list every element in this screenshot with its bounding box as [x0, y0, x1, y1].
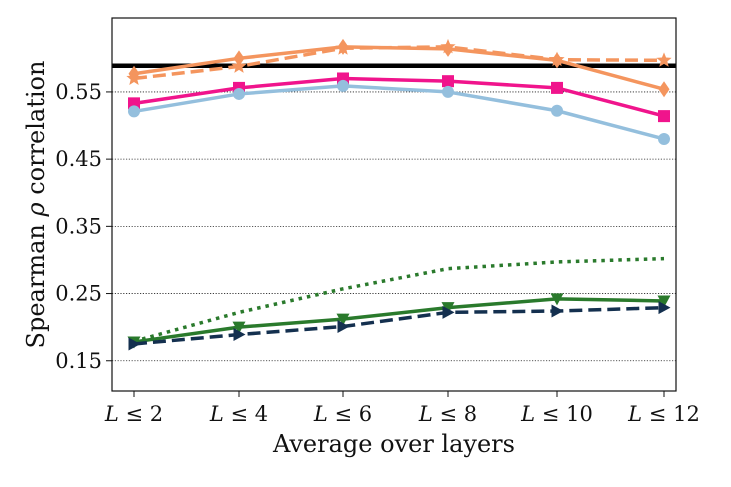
y-axis-title-part: correlation: [22, 61, 50, 203]
x-tick-op: ≤: [328, 402, 359, 426]
data-point-star: [656, 52, 672, 67]
y-axis-title-part: ρ: [22, 202, 50, 217]
x-tick-label: L ≤ 12: [627, 402, 700, 426]
data-point-triangle-right: [128, 337, 141, 351]
data-point-diamond: [233, 50, 245, 67]
plot-frame: [111, 17, 677, 392]
series-line: [133, 45, 665, 81]
data-point-triangle-down: [336, 313, 350, 326]
data-point-circle: [128, 105, 140, 118]
x-tick-var: L: [313, 402, 328, 426]
y-tick-label: 0.35: [55, 214, 102, 238]
x-tick-num: 12: [673, 402, 700, 426]
data-point-star: [231, 58, 247, 73]
series-line: [133, 45, 665, 91]
series-line: [133, 297, 665, 344]
x-tick-num: 8: [464, 402, 477, 426]
x-tick-var: L: [104, 402, 119, 426]
data-point-triangle-down: [550, 293, 564, 306]
data-point-diamond: [658, 81, 670, 98]
x-tick-num: 2: [150, 402, 163, 426]
data-point-triangle-down: [232, 321, 246, 334]
data-point-star: [440, 38, 456, 54]
x-tick-label: L ≤ 2: [104, 402, 163, 426]
y-tick-label: 0.45: [55, 147, 102, 171]
data-point-triangle-right: [442, 305, 455, 319]
data-point-circle: [551, 104, 563, 117]
data-point-square: [442, 75, 454, 88]
grid: [112, 91, 676, 362]
x-tick-label: L ≤ 8: [418, 402, 477, 426]
data-point-star: [549, 51, 565, 67]
data-point-triangle-right: [658, 301, 671, 315]
y-tick-label: 0.15: [55, 349, 102, 373]
y-axis-ticks: 0.15 0.25 0.35 0.45 0.55: [55, 80, 112, 373]
y-tick-label: 0.55: [55, 80, 102, 104]
x-tick-var: L: [520, 402, 535, 426]
series-line: [133, 305, 665, 346]
x-tick-label: L ≤ 4: [209, 402, 268, 426]
data-point-square: [658, 110, 670, 123]
series-orange-dashed-star: [126, 38, 672, 85]
x-tick-op: ≤: [535, 402, 566, 426]
x-tick-label: L ≤ 10: [520, 402, 593, 426]
data-point-triangle-down: [441, 302, 455, 315]
series-navy-dashed-triangle-right: [128, 301, 671, 351]
series-green-solid-triangle-down: [127, 293, 671, 349]
x-tick-label: L ≤ 6: [313, 402, 372, 426]
data-point-circle: [233, 87, 245, 100]
data-point-star: [126, 70, 142, 85]
y-axis-title: Spearman ρ correlation: [22, 61, 50, 349]
data-point-circle: [442, 85, 454, 98]
series-line: [133, 76, 665, 118]
x-tick-op: ≤: [433, 402, 464, 426]
data-point-triangle-down: [657, 295, 671, 308]
data-point-square: [551, 81, 563, 94]
x-tick-op: ≤: [119, 402, 150, 426]
series-group: [126, 38, 672, 351]
y-axis-title-part: Spearman: [22, 217, 50, 349]
data-point-circle: [658, 132, 670, 145]
data-point-triangle-right: [233, 328, 246, 342]
x-tick-num: 10: [566, 402, 593, 426]
data-point-triangle-right: [551, 304, 564, 318]
x-tick-op: ≤: [642, 402, 673, 426]
x-tick-num: 4: [255, 402, 268, 426]
series-pink-solid-square: [128, 72, 670, 123]
data-point-triangle-right: [337, 319, 350, 333]
y-tick-label: 0.25: [55, 282, 102, 306]
x-tick-var: L: [209, 402, 224, 426]
series-lightblue-solid-circle: [128, 79, 670, 145]
x-axis-title: Average over layers: [272, 430, 515, 458]
series-line: [133, 84, 665, 141]
x-tick-num: 6: [359, 402, 372, 426]
data-point-star: [335, 40, 351, 55]
x-tick-var: L: [627, 402, 642, 426]
x-tick-op: ≤: [224, 402, 255, 426]
x-tick-var: L: [418, 402, 433, 426]
data-point-circle: [337, 79, 349, 92]
